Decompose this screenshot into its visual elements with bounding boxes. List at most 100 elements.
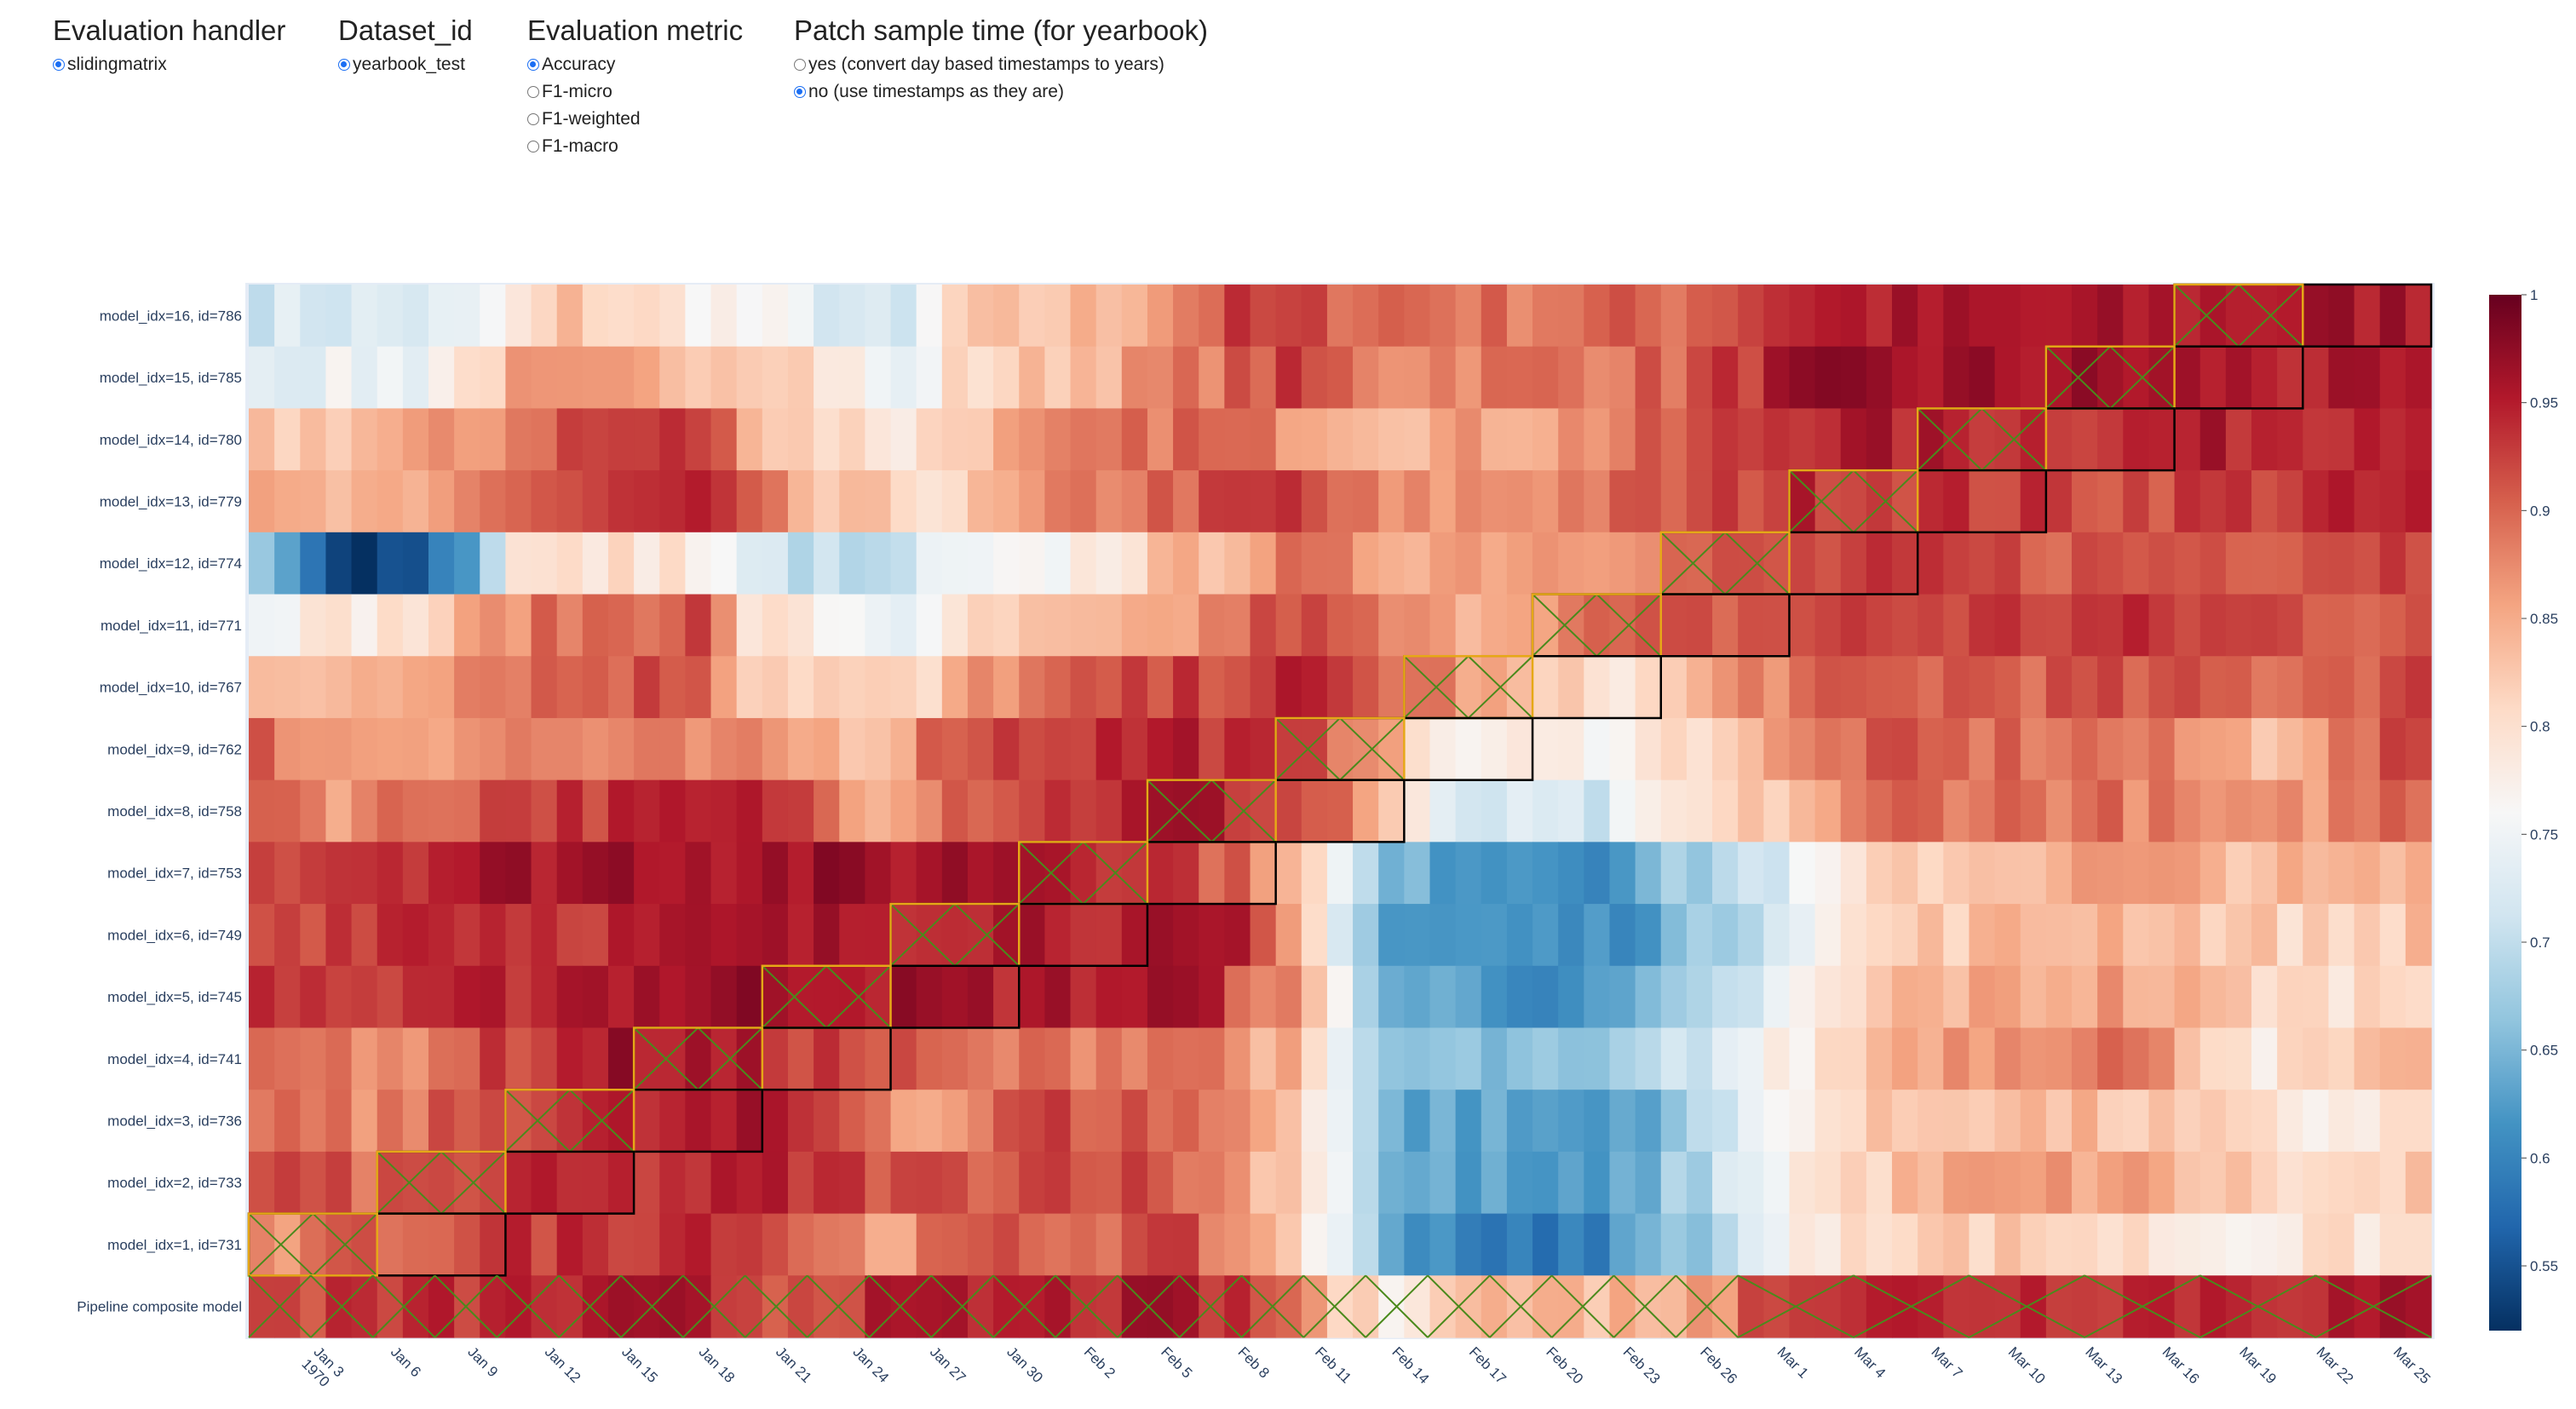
heatmap-cell[interactable]: [1044, 779, 1072, 843]
heatmap-cell[interactable]: [710, 965, 738, 1029]
heatmap-cell[interactable]: [1712, 842, 1739, 905]
heatmap-cell[interactable]: [634, 594, 660, 657]
heatmap-cell[interactable]: [2354, 1213, 2381, 1276]
heatmap-cell[interactable]: [1635, 717, 1662, 781]
radio-button-icon[interactable]: [794, 86, 806, 98]
heatmap-cell[interactable]: [1584, 285, 1611, 348]
heatmap-cell[interactable]: [1609, 842, 1636, 905]
heatmap-cell[interactable]: [1301, 1213, 1328, 1276]
heatmap-cell[interactable]: [710, 285, 738, 348]
heatmap-cell[interactable]: [1250, 1027, 1277, 1090]
heatmap-cell[interactable]: [659, 408, 686, 471]
heatmap-cell[interactable]: [1584, 779, 1611, 843]
heatmap-cell[interactable]: [993, 717, 1020, 781]
heatmap-cell[interactable]: [428, 1275, 455, 1338]
heatmap-cell[interactable]: [1429, 532, 1457, 595]
heatmap-cell[interactable]: [1609, 346, 1636, 410]
heatmap-cell[interactable]: [2199, 717, 2227, 781]
heatmap-cell[interactable]: [1353, 965, 1379, 1029]
heatmap-cell[interactable]: [480, 1090, 507, 1153]
heatmap-cell[interactable]: [1275, 1275, 1302, 1338]
heatmap-cell[interactable]: [1250, 1090, 1277, 1153]
heatmap-cell[interactable]: [941, 1213, 969, 1276]
heatmap-cell[interactable]: [1275, 965, 1302, 1029]
heatmap-cell[interactable]: [1532, 1275, 1559, 1338]
heatmap-cell[interactable]: [377, 408, 404, 471]
heatmap-cell[interactable]: [2123, 1027, 2150, 1090]
heatmap-cell[interactable]: [1892, 532, 1918, 595]
heatmap-cell[interactable]: [531, 842, 558, 905]
heatmap-cell[interactable]: [325, 285, 353, 348]
heatmap-cell[interactable]: [2277, 1090, 2303, 1153]
heatmap-cell[interactable]: [1044, 1090, 1072, 1153]
heatmap-cell[interactable]: [1506, 470, 1533, 533]
heatmap-cell[interactable]: [1738, 1027, 1764, 1090]
heatmap-cell[interactable]: [1892, 408, 1918, 471]
heatmap-cell[interactable]: [1199, 346, 1225, 410]
heatmap-cell[interactable]: [2303, 904, 2330, 967]
heatmap-cell[interactable]: [2123, 532, 2150, 595]
heatmap-cell[interactable]: [1532, 1151, 1559, 1215]
heatmap-cell[interactable]: [556, 532, 584, 595]
heatmap-cell[interactable]: [505, 346, 532, 410]
heatmap-cell[interactable]: [634, 656, 660, 719]
heatmap-cell[interactable]: [710, 1027, 738, 1090]
heatmap-cell[interactable]: [1609, 965, 1636, 1029]
heatmap-cell[interactable]: [2097, 842, 2124, 905]
heatmap-cell[interactable]: [1019, 904, 1045, 967]
heatmap-cell[interactable]: [916, 346, 943, 410]
heatmap-cell[interactable]: [1301, 656, 1328, 719]
heatmap-cell[interactable]: [1584, 346, 1611, 410]
heatmap-cell[interactable]: [2123, 717, 2150, 781]
heatmap-cell[interactable]: [1173, 1027, 1199, 1090]
heatmap-cell[interactable]: [1558, 408, 1584, 471]
heatmap-cell[interactable]: [814, 346, 840, 410]
heatmap-cell[interactable]: [1635, 965, 1662, 1029]
heatmap-cell[interactable]: [2225, 1213, 2252, 1276]
heatmap-cell[interactable]: [1532, 1213, 1559, 1276]
heatmap-cell[interactable]: [1147, 346, 1174, 410]
radio-button-icon[interactable]: [53, 59, 65, 71]
heatmap-cell[interactable]: [941, 346, 969, 410]
heatmap-cell[interactable]: [2174, 1151, 2201, 1215]
heatmap-cell[interactable]: [1095, 594, 1123, 657]
heatmap-cell[interactable]: [1840, 1275, 1867, 1338]
heatmap-cell[interactable]: [1147, 1090, 1174, 1153]
heatmap-cell[interactable]: [1943, 842, 1970, 905]
heatmap-cell[interactable]: [1584, 842, 1611, 905]
heatmap-cell[interactable]: [993, 532, 1020, 595]
heatmap-cell[interactable]: [787, 965, 814, 1029]
heatmap-cell[interactable]: [1789, 1027, 1816, 1090]
heatmap-cell[interactable]: [1866, 656, 1893, 719]
heatmap-cell[interactable]: [2354, 779, 2381, 843]
heatmap-cell[interactable]: [428, 470, 455, 533]
heatmap-cell[interactable]: [1789, 470, 1816, 533]
heatmap-cell[interactable]: [2303, 717, 2330, 781]
heatmap-cell[interactable]: [1455, 1213, 1482, 1276]
heatmap-cell[interactable]: [1840, 717, 1867, 781]
heatmap-cell[interactable]: [1994, 285, 2021, 348]
heatmap-cell[interactable]: [1506, 1151, 1533, 1215]
heatmap-cell[interactable]: [2251, 532, 2278, 595]
heatmap-cell[interactable]: [1199, 842, 1225, 905]
heatmap-cell[interactable]: [685, 408, 712, 471]
heatmap-cell[interactable]: [1969, 532, 1996, 595]
heatmap-cell[interactable]: [480, 532, 507, 595]
heatmap-cell[interactable]: [1429, 594, 1457, 657]
heatmap-cell[interactable]: [531, 285, 558, 348]
heatmap-cell[interactable]: [1455, 532, 1482, 595]
heatmap-cell[interactable]: [890, 408, 917, 471]
heatmap-cell[interactable]: [1789, 532, 1816, 595]
heatmap-cell[interactable]: [2199, 532, 2227, 595]
heatmap-cell[interactable]: [1918, 470, 1944, 533]
heatmap-cell[interactable]: [1095, 842, 1123, 905]
radio-button-icon[interactable]: [527, 86, 539, 98]
heatmap-cell[interactable]: [1918, 904, 1944, 967]
heatmap-cell[interactable]: [274, 532, 301, 595]
heatmap-cell[interactable]: [2097, 904, 2124, 967]
heatmap-cell[interactable]: [2379, 965, 2406, 1029]
heatmap-cell[interactable]: [1994, 1213, 2021, 1276]
heatmap-cell[interactable]: [1044, 532, 1072, 595]
heatmap-cell[interactable]: [1275, 1090, 1302, 1153]
heatmap-cell[interactable]: [2328, 717, 2355, 781]
